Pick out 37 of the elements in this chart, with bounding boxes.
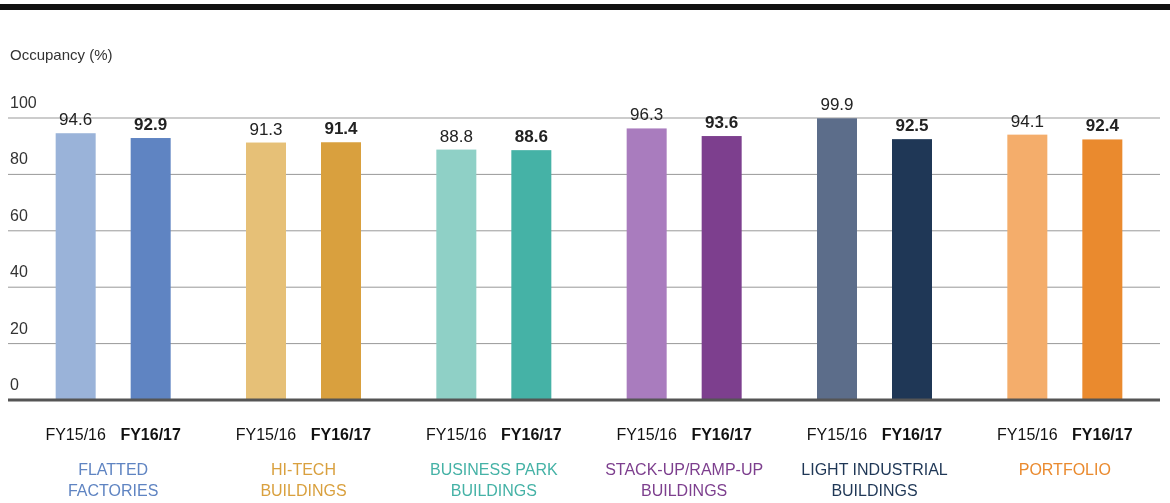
x-tick-label: BUSINESS PARK BUILDINGS [429,461,559,499]
text: FY15/16 [235,426,297,443]
data-label: 93.6 [705,113,739,133]
series-label: FY16/17 [120,426,182,443]
x-tick-label: STACK-UP/RAMP-UP BUILDINGS [605,461,764,499]
text: FY15/16 [426,426,487,443]
y-tick-label: 0 [10,376,19,393]
text: FY16/17 [881,426,943,443]
data-label: 88.6 [514,127,548,147]
text: FY15/16 [997,426,1058,443]
text: FY15/16 [616,426,677,443]
y-tick-label: 40 [10,263,28,281]
text: FY16/17 [310,426,372,443]
data-label: 92.9 [134,115,168,135]
y-axis-title: Occupancy (%) [10,46,113,63]
text: FY16/17 [1072,426,1133,443]
data-label: 94.6 [59,110,93,130]
y-tick-label: 20 [10,319,28,337]
data-label: 99.9 [820,95,854,115]
series-label: FY15/16 [45,426,107,443]
text: FY16/17 [691,426,752,443]
data-label: 92.5 [895,116,929,136]
data-label: 91.3 [249,119,283,139]
y-tick-label: 80 [10,150,28,168]
text: FY15/16 [806,426,868,443]
x-tick-label: PORTFOLIO [1018,461,1111,478]
x-tick-label: LIGHT INDUSTRIAL BUILDINGS [801,461,948,499]
y-tick-label: 60 [10,206,28,224]
x-tick-label: FLATTED FACTORIES [67,461,159,499]
y-tick-label: 100 [10,94,37,111]
data-label: 91.4 [324,119,359,139]
text: FY16/17 [501,426,562,443]
data-label: 94.1 [1010,111,1044,131]
data-label: 88.8 [439,126,473,146]
data-label: 96.3 [630,105,664,125]
x-tick-label: HI-TECH BUILDINGS [260,461,347,499]
data-label: 92.4 [1085,116,1120,136]
